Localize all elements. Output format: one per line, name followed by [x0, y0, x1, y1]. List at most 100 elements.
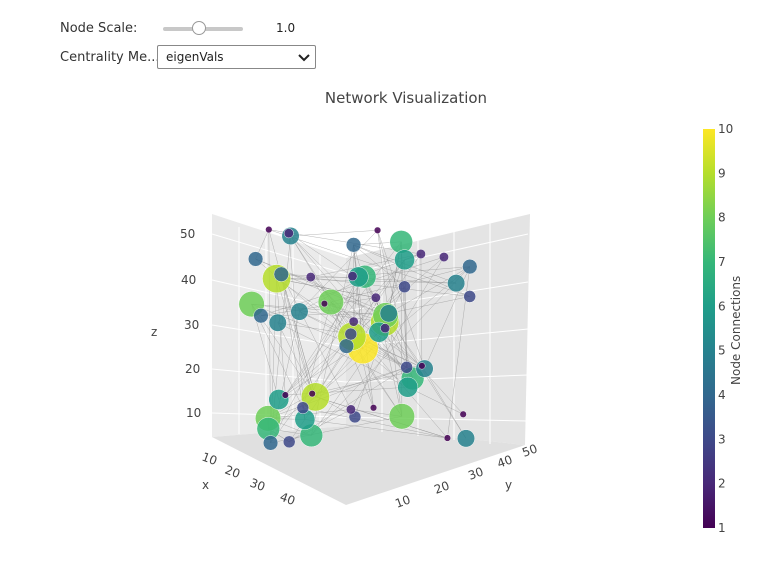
- edge-line: [288, 233, 306, 420]
- edge-line: [288, 233, 413, 379]
- network-node[interactable]: [443, 434, 452, 442]
- network-node[interactable]: [447, 274, 466, 293]
- network-node[interactable]: [370, 292, 381, 303]
- x-tick-20: 20: [223, 463, 242, 481]
- network-node[interactable]: [388, 403, 415, 430]
- network-node[interactable]: [262, 435, 279, 451]
- edge-line: [285, 276, 365, 396]
- network-node[interactable]: [308, 390, 316, 398]
- network-node[interactable]: [338, 338, 355, 354]
- chevron-down-icon: [298, 54, 310, 62]
- network-node[interactable]: [415, 359, 434, 378]
- network-node[interactable]: [389, 230, 413, 254]
- network-node[interactable]: [265, 226, 273, 234]
- edge-line: [276, 278, 376, 298]
- centrality-measure-label: Centrality Me...: [60, 50, 160, 65]
- x-tick-40: 40: [278, 490, 297, 508]
- colorbar-tick-label: 5: [718, 344, 726, 358]
- network-node[interactable]: [463, 290, 476, 303]
- network-node[interactable]: [320, 300, 329, 308]
- y-tick-20: 20: [432, 478, 451, 496]
- y-tick-10: 10: [393, 492, 412, 510]
- network-node[interactable]: [344, 327, 358, 341]
- colorbar-tick-label: 8: [718, 211, 726, 225]
- network-node[interactable]: [418, 362, 426, 370]
- edge-line: [260, 256, 445, 316]
- colorbar-title: Node Connections: [729, 276, 743, 385]
- edge-line: [289, 409, 352, 443]
- edge-line: [288, 233, 353, 277]
- y-tick-30: 30: [466, 464, 485, 482]
- edge-line: [281, 274, 316, 397]
- network-node[interactable]: [253, 308, 269, 324]
- network-node[interactable]: [394, 249, 415, 271]
- network-node[interactable]: [415, 249, 426, 259]
- network-node[interactable]: [459, 410, 467, 418]
- chart-title: Network Visualization: [324, 89, 488, 107]
- x-tick-30: 30: [248, 476, 267, 494]
- y-tick-50: 50: [520, 441, 539, 459]
- edge-line: [290, 235, 386, 329]
- network-node[interactable]: [282, 435, 296, 449]
- z-tick-50: 50: [180, 227, 195, 241]
- edge-line: [353, 244, 405, 287]
- z-axis-label: z: [151, 325, 157, 339]
- network-node[interactable]: [400, 361, 413, 374]
- network-node[interactable]: [398, 280, 411, 294]
- y-tick-40: 40: [495, 452, 514, 470]
- network-node[interactable]: [317, 288, 344, 316]
- edge-line: [276, 278, 407, 368]
- z-tick-40: 40: [181, 273, 196, 287]
- network-node[interactable]: [268, 313, 287, 332]
- network-node[interactable]: [283, 228, 294, 239]
- network-node[interactable]: [369, 404, 378, 412]
- node-scale-slider-thumb[interactable]: [192, 21, 206, 35]
- edge-line: [311, 266, 470, 436]
- colorbar: [703, 129, 715, 528]
- network-node[interactable]: [273, 266, 289, 282]
- edge-line: [290, 230, 378, 237]
- colorbar-tick-label: 1: [718, 521, 726, 535]
- centrality-measure-value: eigenVals: [166, 50, 224, 64]
- colorbar-tick-label: 7: [718, 255, 726, 269]
- network-node[interactable]: [380, 323, 391, 334]
- colorbar-ticks: 1 2 3 4 5 6 7 8 9 10: [718, 122, 733, 535]
- edge-line: [304, 419, 448, 439]
- network-node[interactable]: [373, 226, 382, 234]
- centrality-measure-select[interactable]: eigenVals: [157, 45, 316, 69]
- network-node[interactable]: [305, 272, 316, 283]
- edge-line: [311, 276, 359, 394]
- network-node[interactable]: [281, 391, 289, 399]
- x-tick-10: 10: [200, 450, 219, 468]
- network-node[interactable]: [301, 382, 330, 412]
- edge-line: [421, 365, 467, 439]
- network-node[interactable]: [345, 404, 356, 415]
- edge-line: [281, 274, 306, 420]
- network-node[interactable]: [456, 429, 475, 448]
- y-axis-label: y: [505, 478, 512, 492]
- network-node[interactable]: [438, 252, 449, 262]
- edge-line: [377, 230, 425, 369]
- network-node[interactable]: [247, 251, 264, 267]
- edge-line: [299, 230, 378, 312]
- edge-line: [267, 367, 407, 419]
- nodes-layer[interactable]: [238, 226, 478, 451]
- edge-line: [377, 230, 413, 379]
- colorbar-tick-label: 6: [718, 299, 726, 313]
- network-node[interactable]: [348, 316, 359, 327]
- network-node[interactable]: [296, 401, 310, 415]
- network-node[interactable]: [397, 376, 419, 398]
- edge-line: [251, 303, 386, 316]
- edge-line: [288, 233, 352, 335]
- network-node[interactable]: [345, 237, 362, 253]
- edge-line: [281, 274, 352, 410]
- network-node[interactable]: [462, 258, 478, 275]
- network-node[interactable]: [290, 302, 309, 321]
- network-node[interactable]: [379, 304, 398, 323]
- z-tick-20: 20: [185, 362, 200, 376]
- node-scale-value: 1.0: [276, 21, 296, 35]
- network-node[interactable]: [347, 271, 358, 282]
- edge-line: [388, 296, 470, 314]
- colorbar-tick-label: 3: [718, 432, 726, 446]
